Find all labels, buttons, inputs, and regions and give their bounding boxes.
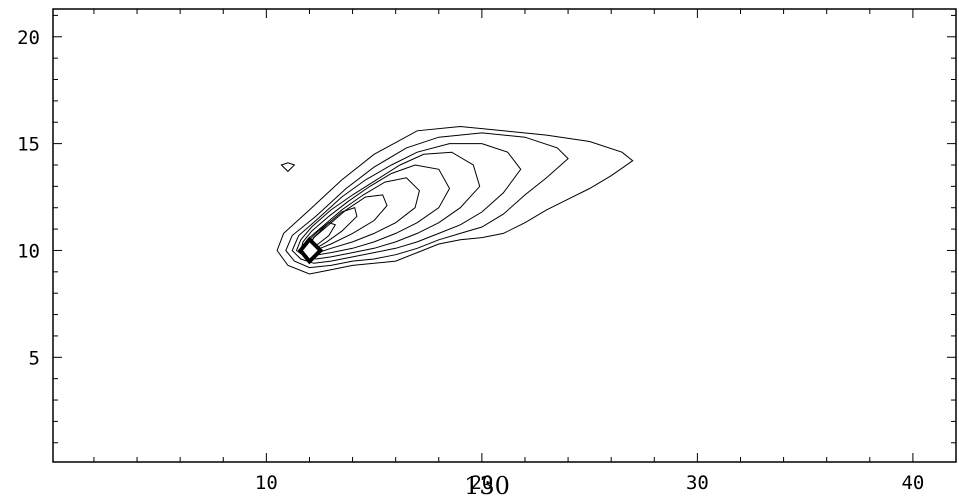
contour-line-1	[276, 125, 634, 275]
y-tick-label-20: 20	[17, 27, 40, 49]
contour-line-8	[306, 207, 358, 252]
y-tick-label-5: 5	[29, 347, 40, 369]
x-tick-label-40: 40	[901, 472, 924, 494]
contour-line-6	[302, 177, 420, 254]
x-tick-label-30: 30	[686, 472, 709, 494]
contour-line-4	[295, 151, 481, 260]
y-tick-label-10: 10	[17, 240, 40, 262]
contour-layer	[276, 125, 634, 275]
contour-line-10	[280, 162, 296, 173]
y-tick-label-15: 15	[17, 134, 40, 156]
peak-marker	[297, 236, 324, 265]
contour-line-5	[300, 164, 451, 256]
plot-frame	[52, 8, 957, 463]
tick-layer: 10 20 30 40 5 10 15 20	[17, 9, 957, 494]
contour-line-3	[291, 143, 522, 264]
contour-line-2	[285, 132, 569, 269]
x-tick-label-20: 20	[470, 472, 493, 494]
x-tick-label-10: 10	[255, 472, 278, 494]
overlay-label: 130	[464, 472, 510, 497]
